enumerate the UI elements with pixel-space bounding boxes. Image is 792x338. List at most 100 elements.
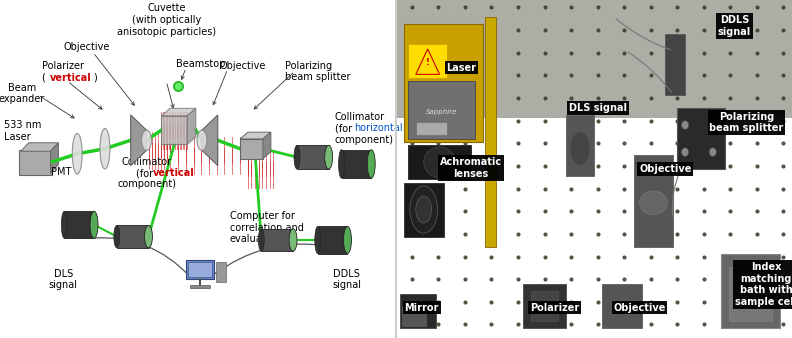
FancyBboxPatch shape	[665, 34, 685, 95]
Ellipse shape	[114, 225, 120, 248]
FancyBboxPatch shape	[404, 24, 483, 142]
Ellipse shape	[710, 148, 717, 156]
Polygon shape	[51, 143, 59, 173]
Ellipse shape	[416, 196, 432, 223]
FancyBboxPatch shape	[677, 108, 725, 169]
Text: Objective: Objective	[613, 303, 666, 313]
FancyBboxPatch shape	[341, 150, 371, 178]
Text: !: !	[426, 58, 429, 67]
Text: Laser: Laser	[447, 63, 476, 73]
FancyBboxPatch shape	[402, 306, 426, 326]
Ellipse shape	[62, 211, 67, 238]
Text: component): component)	[335, 135, 394, 145]
Text: Objective: Objective	[639, 164, 691, 174]
FancyBboxPatch shape	[186, 260, 214, 279]
FancyBboxPatch shape	[396, 0, 792, 118]
FancyBboxPatch shape	[117, 225, 149, 248]
FancyBboxPatch shape	[566, 115, 594, 176]
FancyBboxPatch shape	[190, 285, 210, 288]
FancyBboxPatch shape	[400, 294, 436, 328]
Text: Beamstop: Beamstop	[177, 59, 226, 69]
FancyBboxPatch shape	[523, 284, 566, 328]
FancyBboxPatch shape	[416, 122, 447, 135]
Polygon shape	[263, 132, 271, 159]
FancyBboxPatch shape	[531, 291, 558, 321]
Polygon shape	[202, 115, 218, 166]
Text: 533 nm
Laser: 533 nm Laser	[4, 120, 41, 142]
Polygon shape	[131, 115, 147, 166]
FancyBboxPatch shape	[240, 139, 263, 159]
Ellipse shape	[681, 121, 688, 129]
Text: Polarizer: Polarizer	[530, 303, 579, 313]
Text: Polarizer: Polarizer	[42, 61, 84, 71]
Ellipse shape	[681, 148, 688, 156]
Text: Achromatic
lenses: Achromatic lenses	[440, 157, 502, 179]
Polygon shape	[21, 143, 59, 151]
FancyBboxPatch shape	[729, 267, 772, 321]
Text: vertical: vertical	[49, 73, 91, 83]
Ellipse shape	[289, 229, 297, 251]
Text: Sapphire: Sapphire	[426, 108, 457, 115]
FancyBboxPatch shape	[408, 81, 475, 139]
Text: Cuvette
(with optically
anisotopic particles): Cuvette (with optically anisotopic parti…	[116, 3, 216, 37]
Text: Polarizing
beam splitter: Polarizing beam splitter	[285, 61, 351, 82]
Text: Collimator
(for: Collimator (for	[335, 112, 385, 133]
Ellipse shape	[710, 121, 717, 129]
FancyBboxPatch shape	[404, 183, 444, 237]
Ellipse shape	[197, 130, 207, 150]
Text: PMT: PMT	[51, 167, 71, 177]
Text: (for: (for	[136, 168, 157, 178]
FancyBboxPatch shape	[19, 149, 52, 175]
Ellipse shape	[367, 150, 375, 178]
FancyBboxPatch shape	[216, 262, 226, 282]
Ellipse shape	[640, 191, 668, 215]
FancyBboxPatch shape	[408, 145, 471, 179]
Ellipse shape	[142, 130, 151, 150]
Ellipse shape	[100, 128, 110, 169]
FancyBboxPatch shape	[162, 116, 187, 145]
Text: Mirror: Mirror	[405, 303, 439, 313]
Ellipse shape	[338, 150, 345, 178]
Ellipse shape	[144, 225, 153, 248]
Text: Objective: Objective	[64, 42, 110, 52]
FancyBboxPatch shape	[485, 17, 496, 247]
Text: Index
matching
bath with
sample cell: Index matching bath with sample cell	[735, 262, 792, 307]
Ellipse shape	[294, 145, 300, 169]
Text: DLS
signal: DLS signal	[49, 269, 78, 290]
Polygon shape	[187, 108, 196, 145]
Text: horizontal: horizontal	[355, 123, 403, 134]
Text: Polarizing
beam splitter: Polarizing beam splitter	[710, 112, 783, 133]
FancyBboxPatch shape	[634, 155, 673, 247]
Text: Beam
expander: Beam expander	[0, 83, 45, 104]
Polygon shape	[162, 108, 196, 116]
Polygon shape	[416, 49, 440, 74]
Text: DDLS
signal: DDLS signal	[718, 15, 751, 37]
Text: ): )	[93, 73, 97, 83]
Text: Computer for
correlation and
evaluation: Computer for correlation and evaluation	[230, 211, 303, 244]
Polygon shape	[240, 132, 271, 139]
Ellipse shape	[325, 145, 333, 169]
Ellipse shape	[90, 211, 98, 238]
Ellipse shape	[424, 147, 455, 177]
Text: DDLS
signal: DDLS signal	[332, 269, 361, 290]
Text: (: (	[42, 73, 45, 83]
FancyBboxPatch shape	[188, 262, 212, 277]
Ellipse shape	[410, 186, 438, 233]
Text: DLS signal: DLS signal	[569, 103, 627, 113]
Text: Collimator: Collimator	[121, 157, 172, 167]
FancyBboxPatch shape	[318, 226, 348, 254]
Ellipse shape	[570, 132, 590, 166]
FancyBboxPatch shape	[297, 145, 329, 169]
FancyBboxPatch shape	[408, 44, 447, 78]
Ellipse shape	[314, 226, 321, 254]
Ellipse shape	[258, 229, 265, 251]
FancyBboxPatch shape	[261, 229, 293, 251]
Text: PMT: PMT	[348, 154, 368, 164]
Ellipse shape	[344, 226, 352, 254]
Text: component): component)	[117, 179, 176, 190]
Text: Objective: Objective	[220, 61, 266, 71]
Text: vertical: vertical	[153, 168, 194, 178]
FancyBboxPatch shape	[721, 254, 780, 328]
FancyBboxPatch shape	[64, 211, 94, 238]
Ellipse shape	[72, 134, 82, 174]
